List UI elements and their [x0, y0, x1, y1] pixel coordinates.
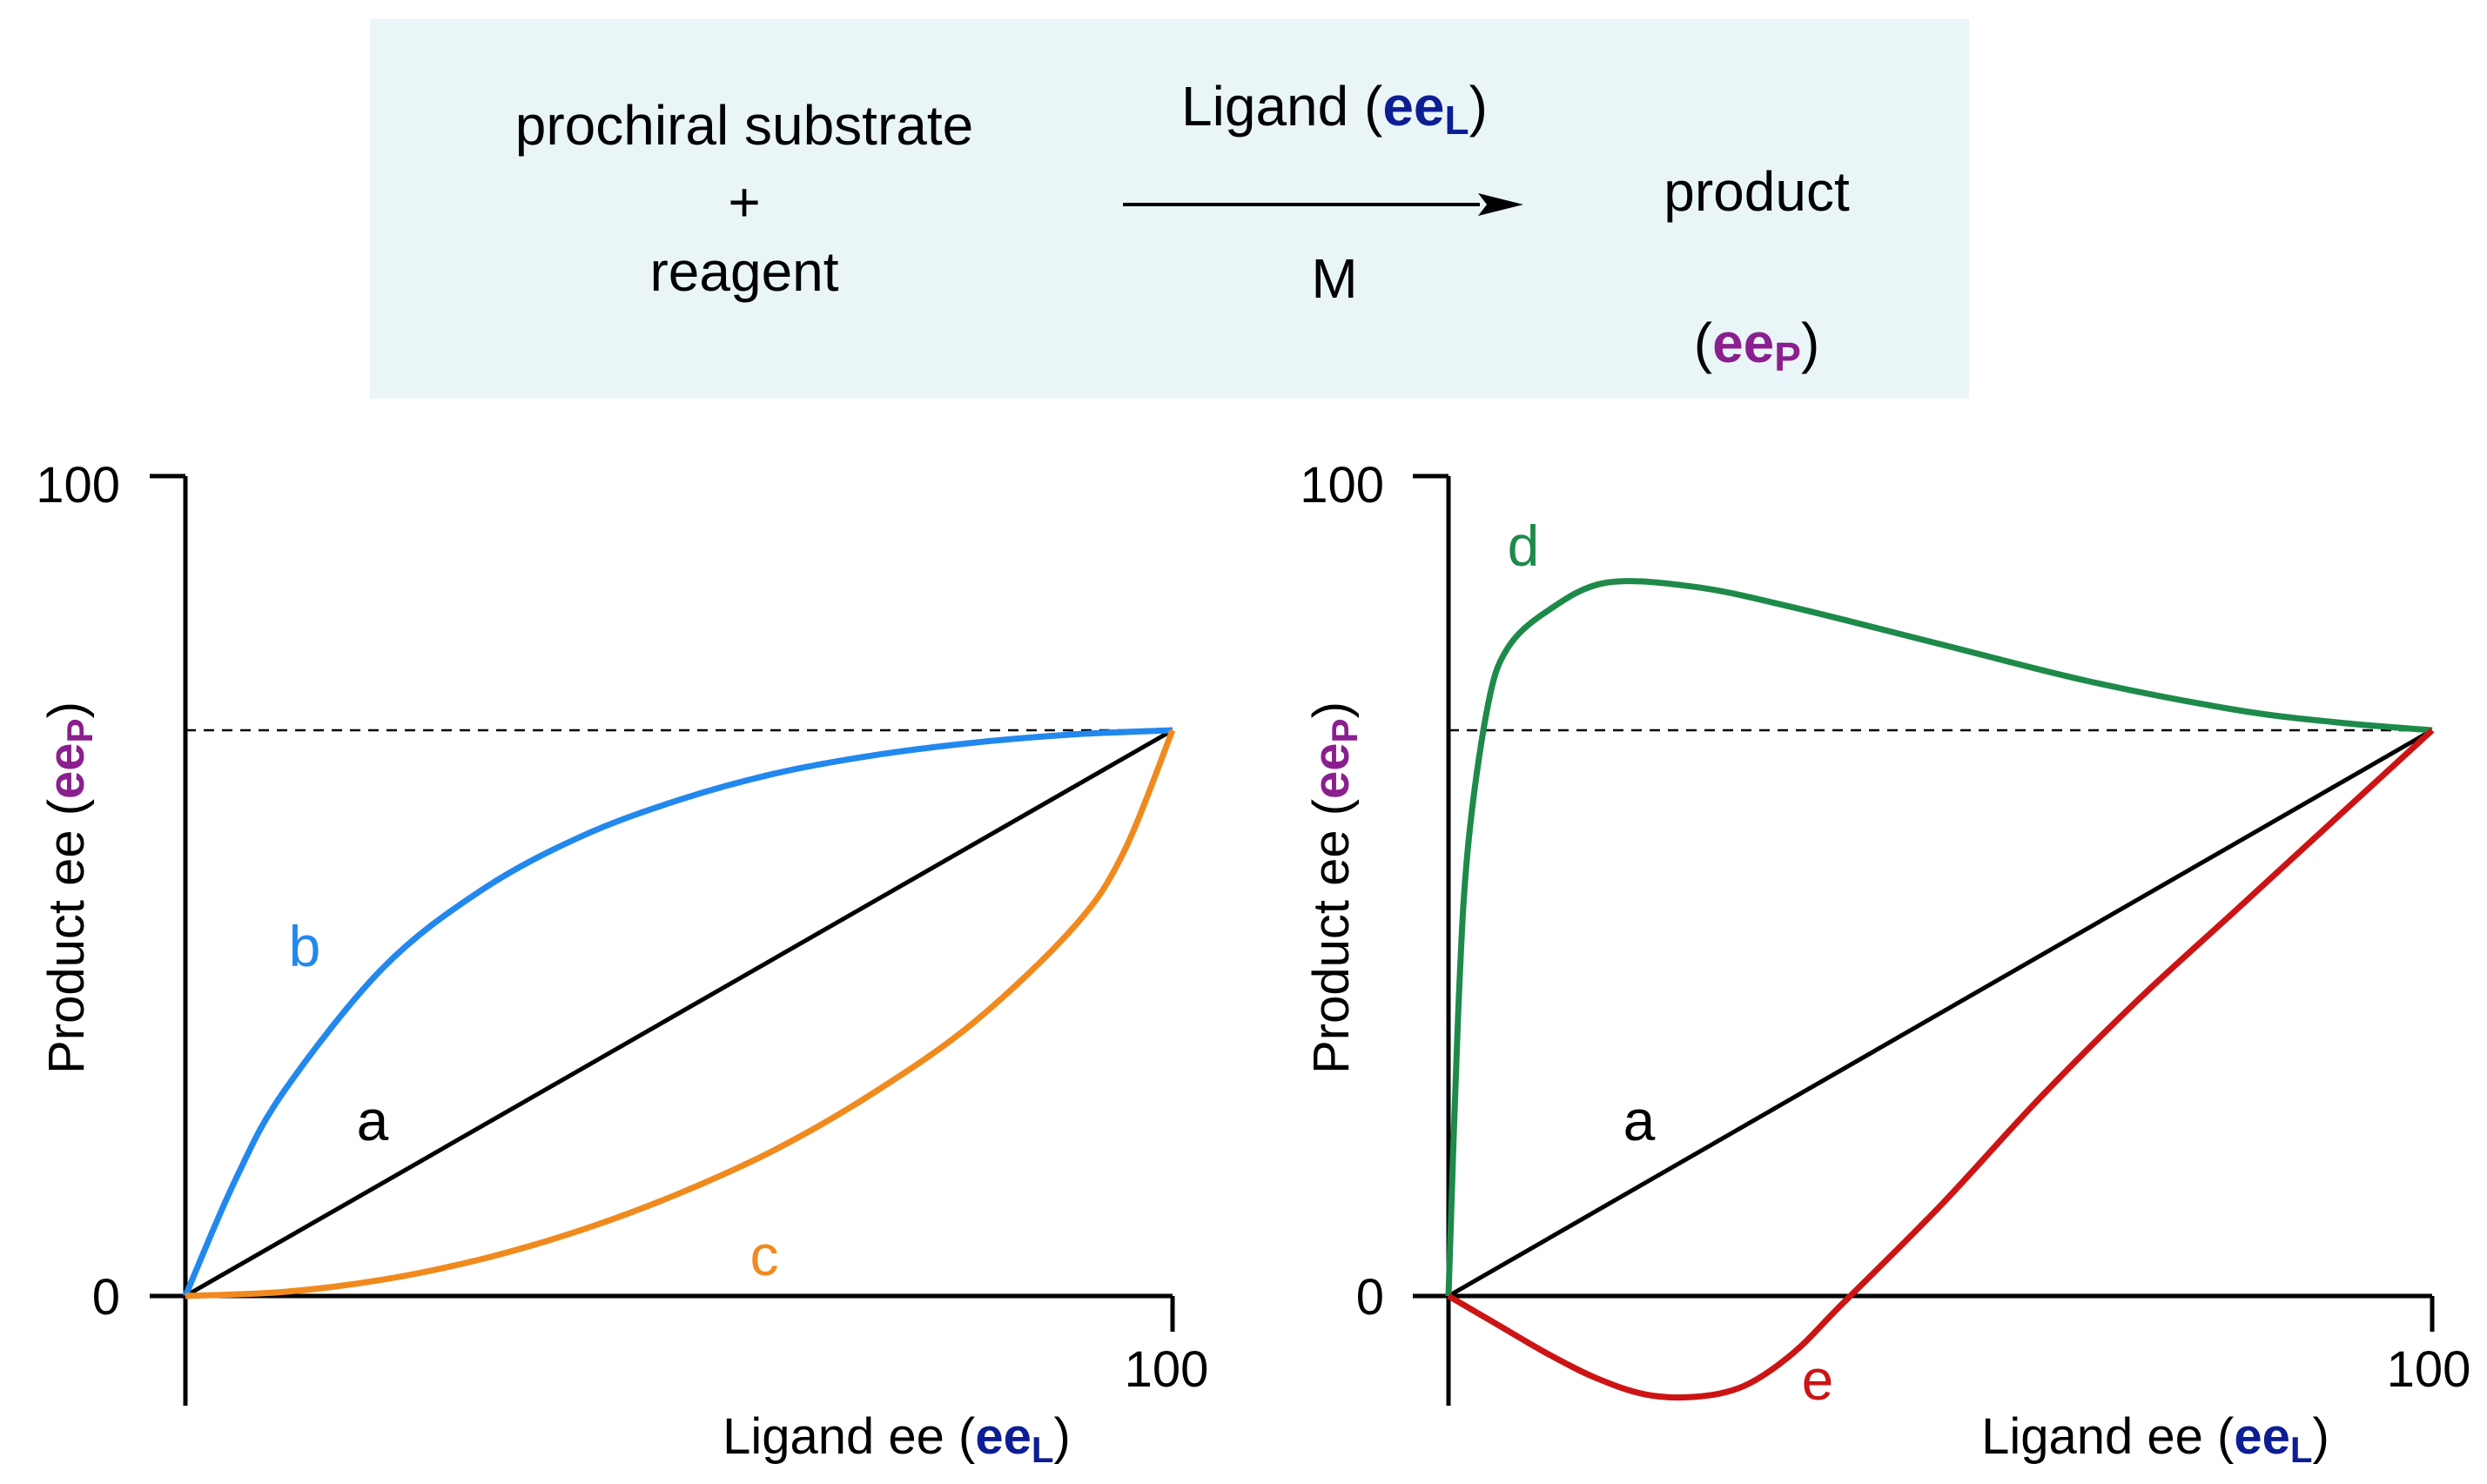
series-a-line-left — [184, 728, 1174, 1299]
reaction-scheme: prochiral substrate + reagent Ligand (ee… — [370, 19, 1969, 399]
curve-label-a-left: a — [357, 1088, 389, 1152]
curve-label-d: d — [1508, 514, 1540, 578]
reactant-line-1: prochiral substrate — [514, 94, 974, 157]
reactant-line-2: reagent — [649, 240, 839, 303]
series-a-line-right — [1447, 728, 2434, 1299]
y-axis-label-right: Product ee (eeP) — [1303, 702, 1365, 1074]
ligand-label: Ligand (eeL) — [1181, 75, 1488, 143]
y-axis-right — [1413, 473, 1451, 1406]
x-tick-100-left: 100 — [1125, 1341, 1209, 1398]
y-axis-label-left: Product ee (eeP) — [38, 702, 100, 1074]
y-tick-0-left: 0 — [92, 1269, 120, 1326]
x-axis-right — [1413, 1293, 2435, 1332]
x-tick-100-right: 100 — [2387, 1341, 2471, 1398]
ligand-ee: eeL — [1382, 75, 1469, 143]
x-axis-label-left: Ligand ee (eeL) — [723, 1408, 1071, 1470]
series-e-line — [1447, 728, 2435, 1401]
plus-sign: + — [728, 171, 761, 233]
y-tick-0-right: 0 — [1356, 1269, 1384, 1326]
metal-label: M — [1311, 247, 1358, 310]
curve-label-e: e — [1802, 1347, 1834, 1412]
y-tick-100-right: 100 — [1300, 457, 1384, 514]
curve-label-c: c — [750, 1223, 779, 1287]
x-axis-label-right: Ligand ee (eeL) — [1981, 1408, 2329, 1470]
reaction-arrow — [1123, 193, 1523, 216]
curve-label-a-right: a — [1623, 1088, 1656, 1152]
chart-left: 100 0 100 Ligand ee (eeL) Product ee (ee… — [36, 457, 1208, 1470]
series-b-line — [182, 727, 1173, 1298]
curve-label-b: b — [289, 914, 321, 978]
product-ee: eeP — [1712, 312, 1801, 379]
chart-right: 100 0 100 Ligand ee (eeL) Product ee (ee… — [1300, 457, 2470, 1470]
product-ee-label: (eeP) — [1693, 312, 1820, 379]
series-c-line — [185, 729, 1176, 1299]
series-d-line — [1445, 578, 2433, 1297]
product-label: product — [1664, 160, 1850, 223]
y-tick-100-left: 100 — [36, 457, 120, 514]
y-axis-left — [150, 473, 188, 1406]
x-axis-left — [150, 1293, 1175, 1332]
